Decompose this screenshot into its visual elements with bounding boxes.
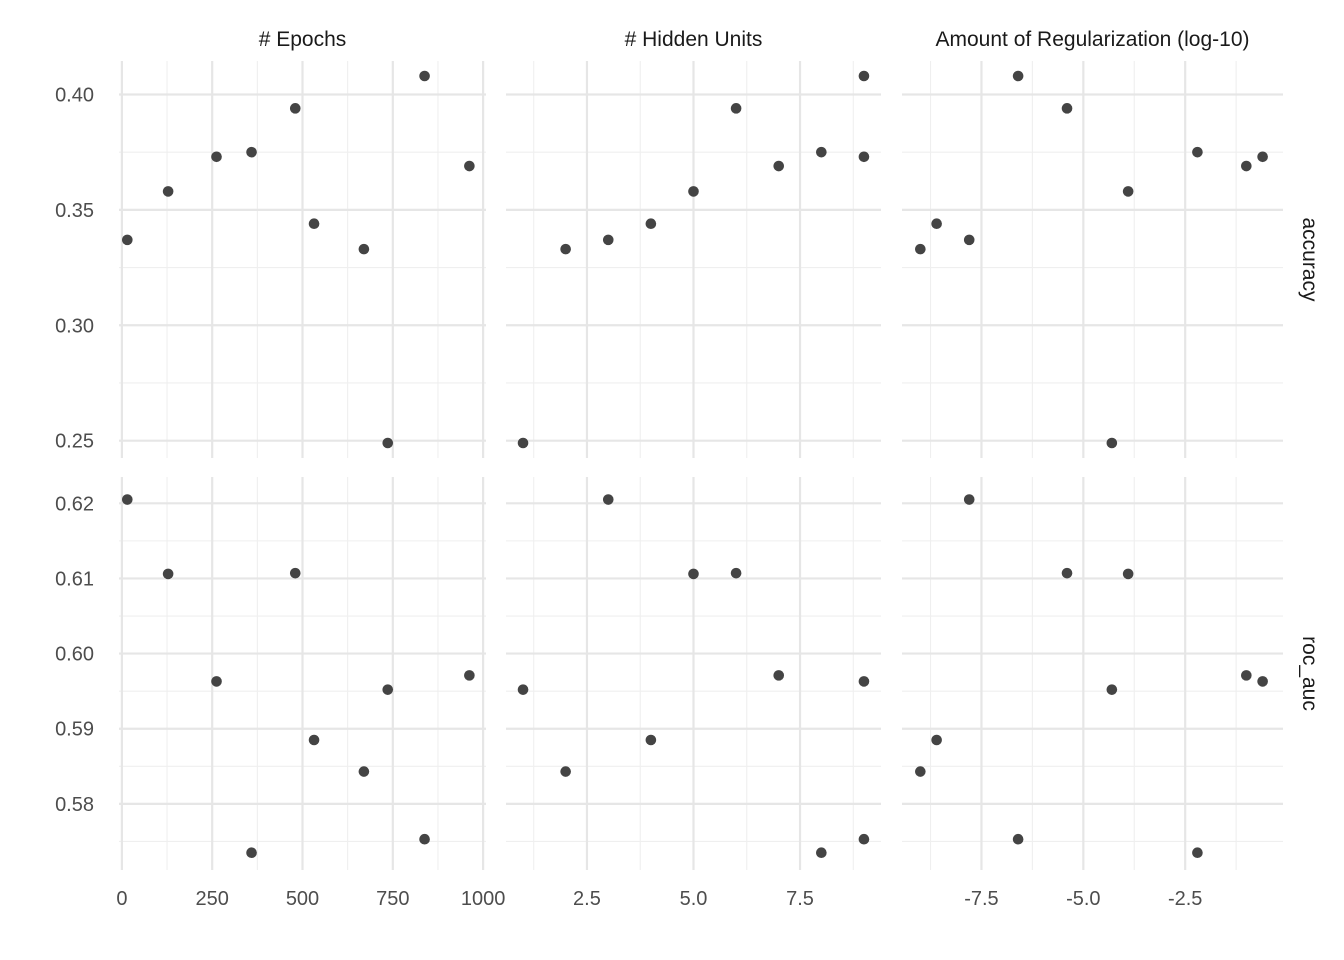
data-point [1061,103,1073,114]
x-tick-label: 5.0 [680,888,708,910]
y-tick-label: 0.30 [55,315,94,337]
data-point [1257,151,1268,163]
data-point [858,70,870,82]
data-point [382,684,394,695]
data-point [773,160,785,172]
data-point [816,847,827,859]
y-tick-label: 0.60 [55,644,94,666]
data-point [773,670,785,681]
facet-row-label: accuracy [1298,217,1321,302]
y-tick-label: 0.59 [55,719,94,741]
data-point [122,234,133,246]
data-point [211,676,222,687]
data-point [963,494,975,505]
data-point [560,766,571,777]
data-point [1012,833,1024,845]
y-tick-label: 0.40 [55,84,94,106]
x-tick-label: -2.5 [1168,888,1202,910]
data-point [688,568,699,580]
data-point [816,146,827,158]
data-point [464,670,475,681]
data-point [1106,684,1118,695]
data-point [730,567,742,579]
data-point [211,151,222,163]
data-point [1241,670,1252,681]
data-point [931,734,942,746]
data-point [382,437,394,449]
data-point [1012,70,1024,82]
data-point [560,243,571,255]
data-point [289,567,301,579]
data-point [1122,186,1134,197]
data-point [931,218,942,230]
data-point [308,734,320,746]
x-tick-label: 2.5 [573,888,601,910]
x-tick-label: 500 [286,888,319,910]
data-point [1192,847,1203,859]
data-point [858,833,870,845]
data-point [289,103,301,114]
data-point [602,494,614,505]
x-tick-label: 250 [196,888,229,910]
data-point [1061,567,1073,579]
data-point [1106,437,1118,449]
data-point [246,847,257,859]
data-point [602,234,614,246]
data-point [308,218,320,230]
y-tick-label: 0.25 [55,431,94,453]
data-point [915,766,926,777]
data-point [122,494,133,505]
data-point [730,103,742,114]
data-point [358,766,370,777]
y-tick-label: 0.35 [55,200,94,222]
data-point [858,151,870,163]
data-point [858,676,870,687]
data-point [419,833,430,845]
data-point [419,70,430,82]
x-tick-label: 750 [376,888,409,910]
data-point [645,218,657,230]
x-tick-label: 1000 [461,888,506,910]
data-point [1257,676,1268,687]
data-point [1241,160,1252,172]
data-point [688,186,699,197]
facet-column-label: # Epochs [259,28,347,51]
data-point [517,684,529,695]
data-point [162,568,174,580]
facet-column-label: # Hidden Units [625,28,763,51]
facet-column-label: Amount of Regularization (log-10) [936,28,1250,51]
x-tick-label: -5.0 [1066,888,1100,910]
data-point [1122,568,1134,580]
x-tick-label: 0 [116,888,127,910]
data-point [517,437,529,449]
x-tick-label: -7.5 [964,888,998,910]
data-point [162,186,174,197]
data-point [246,146,257,158]
data-point [963,234,975,246]
y-tick-label: 0.62 [55,493,94,515]
y-tick-label: 0.61 [55,568,94,590]
y-tick-label: 0.58 [55,794,94,816]
data-point [358,243,370,255]
data-point [1192,146,1203,158]
data-point [464,160,475,172]
data-point [645,734,657,746]
facet-row-label: roc_auc [1298,636,1321,711]
data-point [915,243,926,255]
x-tick-label: 7.5 [786,888,814,910]
